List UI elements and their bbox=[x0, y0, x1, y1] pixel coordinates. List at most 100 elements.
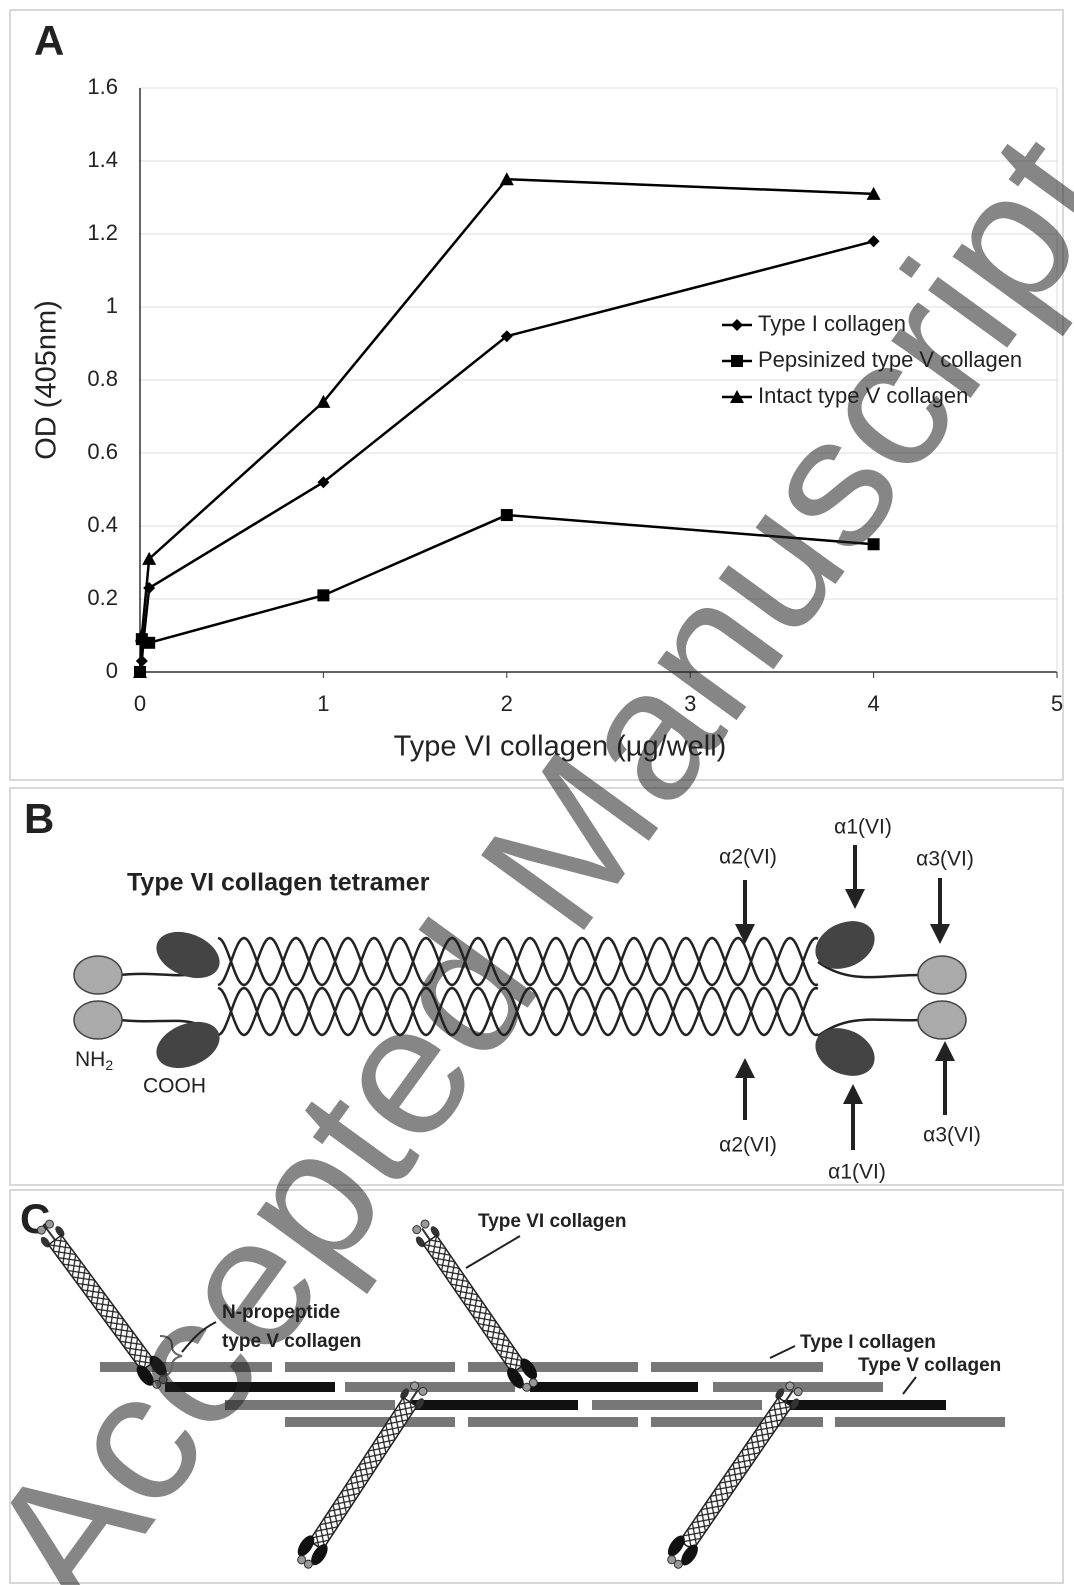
type-i-fibril bbox=[835, 1417, 1005, 1427]
panel-c-frame bbox=[9, 1189, 1064, 1584]
chain-label: α3(VI) bbox=[923, 1124, 981, 1147]
fibrils bbox=[100, 1362, 1005, 1427]
panel-label: A bbox=[34, 17, 64, 64]
connector bbox=[119, 950, 219, 1049]
x-tick-label: 0 bbox=[134, 691, 146, 716]
stalk bbox=[784, 1389, 794, 1403]
stalk bbox=[45, 1228, 56, 1241]
globular-domain bbox=[73, 955, 123, 995]
y-tick-label: 0 bbox=[106, 658, 118, 683]
type-i-fibril bbox=[713, 1382, 883, 1392]
callout: Type VI collagen bbox=[478, 1211, 627, 1232]
globular-domain bbox=[815, 1028, 875, 1076]
globule bbox=[152, 1379, 162, 1389]
terminus-label: NH2 bbox=[75, 1048, 113, 1073]
connector bbox=[817, 960, 921, 1038]
text: NH bbox=[75, 1048, 105, 1071]
legend-label: Pepsinized type V collagen bbox=[758, 347, 1022, 372]
helix-rod bbox=[308, 1396, 418, 1551]
globule bbox=[297, 1555, 307, 1565]
type-v-fibril bbox=[165, 1382, 335, 1392]
globule bbox=[775, 1388, 785, 1399]
globule bbox=[520, 1358, 538, 1380]
panel-b-frame bbox=[9, 787, 1064, 1186]
legend-label: Intact type V collagen bbox=[758, 383, 968, 408]
globular-domain bbox=[156, 931, 220, 979]
series-line bbox=[138, 177, 874, 673]
globule bbox=[418, 1386, 428, 1396]
y-axis-title: OD (405nm) bbox=[31, 300, 63, 460]
callout: Type I collagen bbox=[800, 1332, 936, 1353]
globule bbox=[55, 1226, 65, 1237]
x-tick-label: 2 bbox=[501, 691, 513, 716]
globular-domain bbox=[156, 1021, 220, 1069]
marker bbox=[317, 589, 330, 602]
chain-label: α3(VI) bbox=[916, 848, 974, 871]
helix-rod bbox=[678, 1396, 793, 1552]
globule bbox=[785, 1381, 795, 1391]
callout: type V collagen bbox=[222, 1331, 361, 1352]
y-tick-label: 0.2 bbox=[87, 585, 118, 610]
leader bbox=[181, 1321, 217, 1353]
y-tick-label: 0.8 bbox=[87, 366, 118, 391]
x-tick-label: 1 bbox=[317, 691, 329, 716]
type-i-fibril bbox=[468, 1362, 638, 1372]
globular-domain bbox=[73, 1000, 123, 1040]
chain-label: α1(VI) bbox=[834, 816, 892, 839]
terminus-label: COOH bbox=[143, 1075, 206, 1098]
marker bbox=[867, 538, 880, 551]
marker bbox=[499, 172, 514, 186]
type-i-fibril bbox=[468, 1417, 638, 1427]
globular-domain bbox=[815, 921, 875, 969]
type-i-fibril bbox=[225, 1400, 395, 1410]
type-i-fibril bbox=[285, 1417, 455, 1427]
panel-a-frame bbox=[9, 9, 1064, 781]
leader bbox=[769, 1345, 796, 1359]
y-tick-label: 0.4 bbox=[87, 512, 118, 537]
legend-label: Type I collagen bbox=[758, 311, 906, 336]
y-tick-label: 1 bbox=[106, 293, 118, 318]
type-i-fibril bbox=[100, 1362, 272, 1372]
chain-label: α2(VI) bbox=[719, 846, 777, 869]
marker bbox=[500, 509, 513, 522]
x-tick-label: 3 bbox=[684, 691, 696, 716]
brace bbox=[159, 1335, 183, 1377]
globule bbox=[412, 1225, 422, 1235]
globule bbox=[410, 1381, 420, 1391]
marker bbox=[317, 476, 330, 489]
type-v-fibril bbox=[410, 1400, 578, 1410]
globule bbox=[420, 1219, 430, 1229]
globule bbox=[400, 1388, 410, 1400]
y-tick-label: 1.2 bbox=[87, 220, 118, 245]
marker bbox=[134, 628, 149, 642]
tetramer bbox=[412, 1219, 538, 1392]
helix-rod bbox=[422, 1234, 527, 1375]
chain-label: α2(VI) bbox=[719, 1134, 777, 1157]
type-v-fibril bbox=[778, 1400, 946, 1410]
y-tick-label: 1.4 bbox=[87, 147, 118, 172]
tetramer bbox=[36, 1219, 168, 1389]
globule bbox=[507, 1367, 524, 1389]
marker bbox=[730, 390, 744, 403]
marker bbox=[142, 551, 157, 565]
x-tick-label: 5 bbox=[1051, 691, 1063, 716]
marker bbox=[316, 394, 331, 408]
type-i-fibril bbox=[651, 1362, 823, 1372]
marker bbox=[866, 186, 881, 200]
marker bbox=[133, 665, 147, 678]
y-tick-label: 1.6 bbox=[87, 74, 118, 99]
leader bbox=[902, 1376, 917, 1395]
globule bbox=[45, 1219, 55, 1229]
panel-c: C Type VI collagen N-propeptide type V c… bbox=[20, 1195, 1005, 1569]
arrows bbox=[735, 845, 955, 1150]
globule bbox=[149, 1355, 167, 1377]
globule bbox=[793, 1387, 803, 1397]
helix-rod bbox=[47, 1234, 156, 1372]
panel-label: C bbox=[20, 1195, 50, 1242]
globule bbox=[430, 1226, 440, 1237]
type-i-fibril bbox=[285, 1362, 455, 1372]
globule bbox=[667, 1555, 677, 1565]
subscript: 2 bbox=[105, 1057, 113, 1073]
globular-domain bbox=[917, 1000, 967, 1040]
marker bbox=[867, 235, 880, 248]
